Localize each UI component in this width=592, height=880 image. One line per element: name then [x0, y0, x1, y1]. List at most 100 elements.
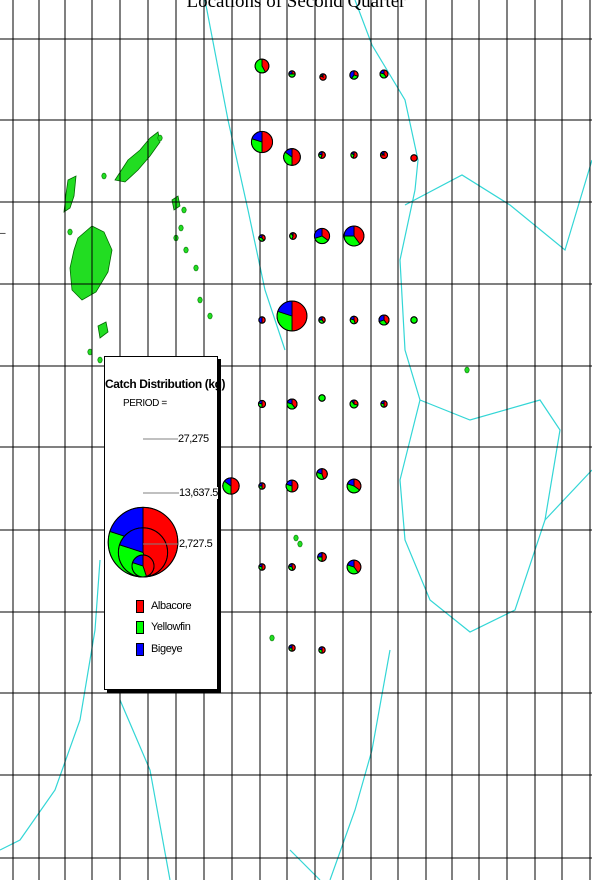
legend-size-pie [117, 527, 169, 578]
small-island [269, 634, 275, 642]
pie-outline [250, 130, 274, 154]
pie-outline [276, 300, 308, 332]
eez-boundary-segment [329, 649, 391, 880]
pie-outline [319, 73, 327, 81]
pie-outline [318, 394, 326, 402]
bigeye-swatch [136, 643, 144, 656]
catch-pie [380, 400, 388, 408]
catch-pie [258, 316, 266, 324]
island-landmasses [63, 131, 470, 642]
small-island [97, 356, 103, 364]
pie-slice-albacore [291, 479, 299, 493]
pie-outline [318, 151, 326, 159]
catch-pie [318, 394, 326, 402]
catch-pie [254, 58, 270, 74]
pie-outline [350, 151, 358, 159]
pie-outline [343, 225, 365, 247]
eez-boundary-segment [399, 399, 561, 633]
pie-outline [410, 316, 418, 324]
legend-period-label: PERIOD = [123, 398, 167, 409]
catch-pie [349, 399, 359, 409]
catch-pie [313, 227, 331, 245]
catch-pie [288, 644, 296, 652]
pie-outline [289, 232, 297, 240]
small-island [67, 228, 73, 236]
kadavu-island [97, 321, 109, 339]
legend-title: Catch Distribution (kg) [105, 377, 226, 391]
pie-outline [258, 234, 266, 242]
eez-boundary-segment [0, 559, 101, 851]
legend-size-pie [131, 554, 155, 578]
catch-pie [346, 559, 362, 575]
pie-outline [258, 316, 266, 324]
pie-outline [349, 315, 359, 325]
pie-slice-albacore [291, 300, 308, 332]
catch-pie [378, 314, 390, 326]
catch-pie [258, 563, 266, 571]
pie-outline [288, 563, 296, 571]
pie-outline [318, 646, 326, 654]
size-label-small: 2,727.5 [179, 538, 213, 550]
pie-outline [346, 559, 362, 575]
eez-boundary-segment [399, 189, 421, 401]
yellowfin-swatch [136, 621, 144, 634]
catch-pie [410, 316, 418, 324]
size-label-medium: 13,637.5 [179, 487, 218, 499]
catch-pie [317, 552, 327, 562]
catch-pie [318, 316, 326, 324]
catch-pie [318, 151, 326, 159]
eez-boundary-segment [204, 0, 286, 351]
pie-outline [131, 554, 155, 578]
vanua-levu-island [114, 131, 161, 183]
pie-outline [349, 399, 359, 409]
catch-pie [250, 130, 274, 154]
size-label-large: 27,275 [178, 433, 209, 445]
small-island [464, 366, 470, 374]
small-island [207, 312, 213, 320]
pie-outline [379, 150, 389, 160]
pie-outline [313, 227, 331, 245]
catch-pie [349, 315, 359, 325]
catch-pie [288, 70, 296, 78]
small-island [178, 224, 184, 232]
yellowfin-label: Yellowfin [151, 621, 191, 633]
catch-pie [316, 468, 328, 480]
catch-pie [258, 482, 266, 490]
catch-pie [283, 148, 301, 166]
catch-pie [349, 70, 359, 80]
pie-outline [346, 478, 362, 494]
pie-outline [317, 552, 327, 562]
legend-size-scale [107, 438, 179, 578]
albacore-label: Albacore [151, 600, 192, 612]
catch-pie [289, 232, 297, 240]
catch-pie [410, 154, 418, 162]
catch-pie [318, 646, 326, 654]
catch-pie [319, 73, 327, 81]
legend-panel: Catch Distribution (kg) PERIOD = 27,275 … [104, 356, 226, 690]
eez-boundary-segment [354, 0, 419, 191]
pie-outline [254, 58, 270, 74]
catch-pie [285, 479, 299, 493]
catch-pie-markers [222, 58, 418, 654]
bigeye-label: Bigeye [151, 643, 183, 655]
pie-outline [288, 70, 296, 78]
catch-pie [346, 478, 362, 494]
catch-pie [288, 563, 296, 571]
catch-pie [286, 398, 298, 410]
pie-outline [349, 70, 359, 80]
catch-pie [258, 234, 266, 242]
small-island [197, 296, 203, 304]
pie-outline [316, 468, 328, 480]
small-island [181, 206, 187, 214]
catch-pie [222, 477, 240, 495]
pie-slice-albacore [261, 130, 273, 154]
small-island [183, 246, 189, 254]
eez-boundary-segment [404, 159, 592, 252]
small-island [297, 540, 303, 548]
catch-pie [257, 399, 267, 409]
yasawa-island [63, 175, 77, 213]
pie-outline [410, 154, 418, 162]
pie-outline [222, 477, 240, 495]
